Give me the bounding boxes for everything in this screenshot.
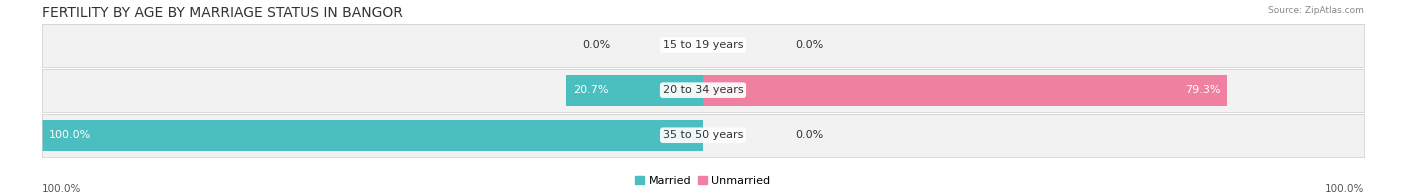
Bar: [42, 120, 703, 151]
Text: 0.0%: 0.0%: [582, 40, 610, 50]
Text: 0.0%: 0.0%: [796, 40, 824, 50]
Text: FERTILITY BY AGE BY MARRIAGE STATUS IN BANGOR: FERTILITY BY AGE BY MARRIAGE STATUS IN B…: [42, 6, 404, 20]
Text: 100.0%: 100.0%: [42, 184, 82, 194]
Text: 20.7%: 20.7%: [572, 85, 609, 95]
Text: 0.0%: 0.0%: [796, 130, 824, 140]
Text: 100.0%: 100.0%: [49, 130, 91, 140]
Bar: [42, 30, 1364, 61]
Text: 79.3%: 79.3%: [1185, 85, 1220, 95]
Bar: [703, 75, 1227, 106]
Text: 35 to 50 years: 35 to 50 years: [662, 130, 744, 140]
Text: 15 to 19 years: 15 to 19 years: [662, 40, 744, 50]
Bar: [42, 120, 1364, 151]
Bar: [42, 75, 1364, 106]
Legend: Married, Unmarried: Married, Unmarried: [631, 172, 775, 191]
Text: 20 to 34 years: 20 to 34 years: [662, 85, 744, 95]
Text: Source: ZipAtlas.com: Source: ZipAtlas.com: [1268, 6, 1364, 15]
Text: 100.0%: 100.0%: [1324, 184, 1364, 194]
Bar: [567, 75, 703, 106]
